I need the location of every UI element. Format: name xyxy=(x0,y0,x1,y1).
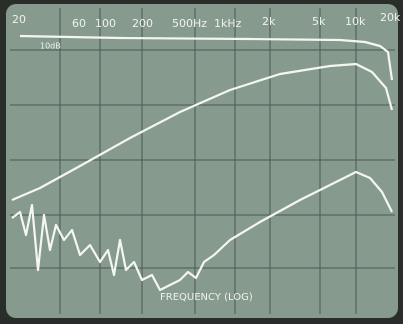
freq-label: 20k xyxy=(380,11,401,24)
scale-label: 10dB xyxy=(40,42,61,51)
freq-label: 500Hz xyxy=(172,17,207,30)
freq-label: 60 xyxy=(72,17,86,30)
lower-trace xyxy=(11,170,393,292)
freq-label: 2k xyxy=(262,15,276,28)
axis-title: FREQUENCY (LOG) xyxy=(160,292,253,303)
frequency-labels: 20 60 100 200 500Hz 1kHz 2k 5k 10k 20k xyxy=(12,11,401,30)
screen xyxy=(6,4,398,318)
middle-trace xyxy=(11,62,394,202)
freq-label: 10k xyxy=(345,15,366,28)
freq-label: 100 xyxy=(95,17,116,30)
top-trace xyxy=(19,34,394,81)
graticule xyxy=(10,8,395,314)
freq-label: 200 xyxy=(132,17,153,30)
freq-label: 5k xyxy=(312,15,326,28)
freq-label: 20 xyxy=(12,13,26,26)
freq-label: 1kHz xyxy=(214,17,242,30)
